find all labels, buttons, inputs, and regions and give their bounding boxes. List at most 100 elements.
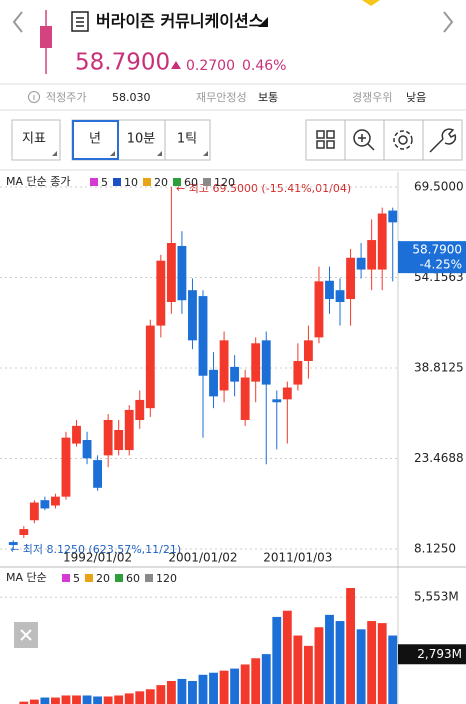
legend-swatch: [90, 178, 98, 186]
volume-bar: [219, 670, 229, 704]
x-tick-label: 2001/01/02: [168, 551, 237, 565]
candle-body: [198, 296, 208, 376]
volume-bar: [198, 674, 208, 704]
y-tick-label: 54.1563: [414, 270, 464, 284]
candle-body: [367, 240, 377, 270]
candle-body: [93, 460, 103, 488]
legend-label: 5: [101, 176, 108, 189]
summary-label: 경쟁우위: [352, 91, 392, 104]
legend-label: 60: [184, 176, 198, 189]
last-volume-label: 2,793M: [417, 647, 462, 661]
candle-body: [61, 437, 71, 497]
legend-label: 120: [214, 176, 235, 189]
legend-swatch: [115, 574, 123, 582]
legend-label: 60: [126, 572, 140, 585]
summary-label: 적정주가: [46, 91, 86, 104]
period-button[interactable]: 1틱: [177, 132, 197, 147]
candle-body: [114, 429, 124, 451]
candle-body: [135, 399, 145, 420]
candle-body: [230, 366, 240, 382]
legend-label: 20: [154, 176, 168, 189]
volume-bar: [103, 696, 113, 704]
tool-icon[interactable]: [429, 128, 457, 153]
period-button[interactable]: 년: [89, 132, 101, 147]
legend-swatch: [173, 178, 181, 186]
volume-bar: [82, 695, 92, 704]
dropdown-icon[interactable]: [258, 17, 268, 27]
candle-body: [219, 340, 229, 391]
period-group: [71, 119, 211, 161]
candle-body: [377, 213, 387, 270]
volume-bar: [293, 635, 303, 704]
layout-icon[interactable]: [316, 130, 335, 149]
price-change-pct: 0.46%: [242, 58, 286, 74]
volume-bar: [388, 635, 398, 704]
next-button[interactable]: [443, 11, 454, 33]
summary-value: 58.030: [112, 91, 151, 104]
candle-body: [251, 343, 261, 382]
volume-bar: [335, 621, 345, 704]
candle-body: [124, 409, 134, 451]
price-change: 0.2700: [186, 58, 235, 74]
stock-name[interactable]: 버라이즌 커뮤니케이션스: [96, 12, 264, 31]
zoom-icon[interactable]: [353, 129, 375, 151]
legend-title: MA 단순: [6, 571, 47, 584]
legend-swatch: [145, 574, 153, 582]
volume-bar: [177, 678, 187, 704]
indicator-button[interactable]: [11, 119, 61, 161]
legend-swatch: [113, 178, 121, 186]
candle-body: [282, 387, 292, 400]
volume-bar: [356, 629, 366, 704]
volume-bar: [156, 685, 166, 704]
candle-icon: [40, 10, 52, 74]
candle-body: [51, 496, 60, 506]
candle-body: [145, 325, 155, 409]
menu-icon[interactable]: [71, 11, 89, 32]
indicator-label[interactable]: 지표: [22, 132, 46, 147]
volume-bar: [19, 701, 29, 704]
volume-bar: [251, 658, 261, 704]
favorite-star[interactable]: [362, 0, 380, 6]
x-tick-label: 2011/01/03: [263, 551, 332, 565]
candle-body: [272, 399, 282, 403]
candle-body: [188, 290, 197, 341]
info-icon[interactable]: [28, 91, 40, 103]
volume-bar: [314, 627, 324, 704]
volume-bar: [93, 696, 103, 704]
x-tick-label: 1992/01/02: [63, 551, 132, 565]
close-button[interactable]: [14, 622, 38, 648]
legend-label: 120: [156, 572, 177, 585]
candle-body: [356, 257, 366, 270]
candle-body: [40, 500, 50, 509]
settings-icon[interactable]: [393, 130, 413, 150]
candle-body: [29, 502, 39, 521]
dropdown-icon: [203, 151, 208, 156]
legend-swatch: [143, 178, 151, 186]
period-selected: [72, 120, 119, 160]
candle-body: [293, 360, 303, 385]
legend-label: 10: [124, 176, 138, 189]
candle-body: [388, 210, 398, 223]
low-annotation: ← 최저 8.1250 (623.57%,11/21): [10, 543, 181, 556]
candle-body: [261, 340, 271, 385]
candle-body: [335, 290, 345, 302]
volume-bar: [124, 693, 134, 704]
volume-bar: [230, 668, 240, 704]
legend-swatch: [62, 574, 70, 582]
summary-value: 낮음: [406, 91, 426, 104]
legend-swatch: [85, 574, 93, 582]
volume-bar: [29, 699, 39, 704]
volume-bar: [188, 680, 197, 704]
last-price-label: 58.7900: [412, 243, 462, 257]
period-button[interactable]: 10분: [127, 132, 156, 147]
summary-value: 보통: [258, 91, 278, 104]
candle-body: [314, 281, 324, 338]
volume-bar: [282, 610, 292, 704]
volume-bar: [303, 645, 313, 704]
volume-bar: [325, 614, 334, 704]
candle-body: [156, 260, 166, 326]
legend-title: MA 단순 종가: [6, 175, 71, 188]
dropdown-icon: [110, 151, 115, 156]
prev-button[interactable]: [12, 11, 23, 33]
